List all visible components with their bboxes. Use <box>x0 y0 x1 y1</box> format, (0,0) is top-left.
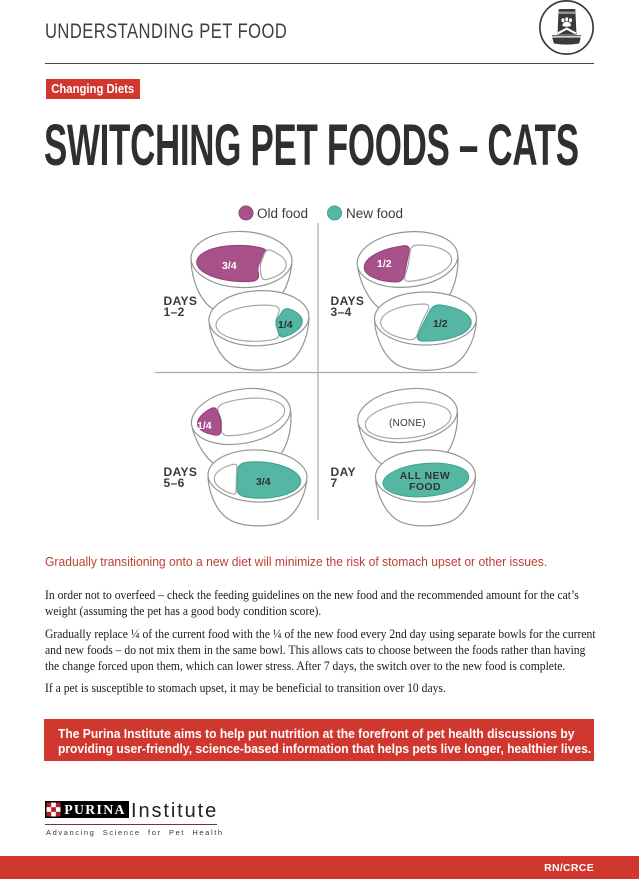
svg-text:PURINA: PURINA <box>64 802 125 817</box>
